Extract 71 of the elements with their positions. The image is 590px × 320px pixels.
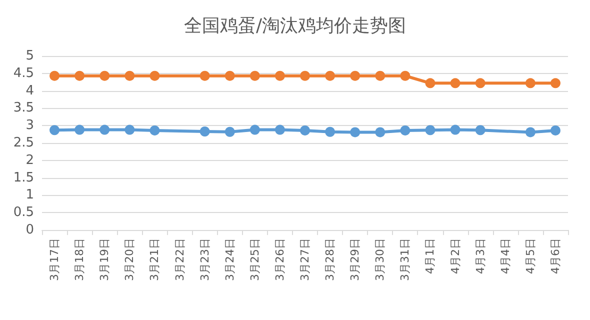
x-tick-label: 3月23日 [198,238,212,281]
x-tick-label: 3月25日 [248,238,262,281]
point [200,126,210,137]
point [74,124,85,135]
point [475,125,486,136]
point [450,124,460,135]
point [525,78,536,88]
x-tick-label: 4月2日 [448,238,462,274]
point [224,126,235,137]
point [550,125,560,136]
point [450,78,460,88]
point [400,125,410,136]
x-tick-label: 3月24日 [223,238,236,281]
point [250,70,260,81]
x-tick-label: 4月6日 [548,238,562,274]
x-tick-label: 3月31日 [398,238,412,281]
point [375,70,386,81]
y-tick-label: 3 [26,118,34,134]
x-tick-label: 4月5日 [524,238,537,274]
x-tick-label: 3月19日 [98,238,112,281]
y-tick-label: 3.5 [13,100,34,116]
point [150,125,160,136]
x-tick-label: 3月30日 [374,238,387,281]
point [325,70,336,81]
x-tick-label: 3月28日 [324,238,337,281]
y-tick-label: 0.5 [13,205,34,220]
point [325,126,336,137]
point [425,125,436,136]
point [300,125,310,136]
x-tick-label: 4月4日 [498,238,512,274]
y-tick-label: 2.5 [13,136,34,150]
y-tick-label: 4 [26,83,34,98]
point [100,124,110,135]
point [200,70,210,81]
x-tick-label: 3月26日 [273,238,286,281]
point [274,70,285,81]
x-tick-label: 3月22日 [173,238,186,281]
point [550,78,560,88]
point [150,70,160,81]
point [350,70,360,81]
point [124,124,135,135]
point [525,127,536,138]
x-tick-label: 3月18日 [73,238,86,281]
point [50,125,60,136]
point [50,70,60,81]
point [224,70,235,81]
point [100,70,110,81]
chart-title: 全国鸡蛋/淘汰鸡均价走势图 [184,16,406,36]
point [425,78,436,88]
x-tick-label: 3月29日 [348,238,362,281]
y-tick-label: 1.5 [13,170,34,186]
point [300,70,310,81]
point [274,124,285,135]
x-tick-label: 3月27日 [298,238,312,281]
x-tick-label: 4月1日 [424,238,437,274]
point [400,70,410,81]
point [250,124,260,135]
y-tick-label: 2 [26,152,34,168]
y-tick-label: 1 [26,188,34,203]
point [74,70,85,81]
x-tick-label: 3月21日 [148,238,162,281]
point [375,127,386,138]
x-tick-label: 3月17日 [48,238,62,281]
y-tick-label: 5 [26,48,34,64]
y-tick-label: 0 [26,222,34,238]
point [475,78,486,88]
x-tick-label: 3月20日 [123,238,136,281]
point [350,127,360,138]
point [124,70,135,81]
x-tick-label: 4月3日 [474,238,487,274]
y-tick-label: 4.5 [13,66,34,81]
